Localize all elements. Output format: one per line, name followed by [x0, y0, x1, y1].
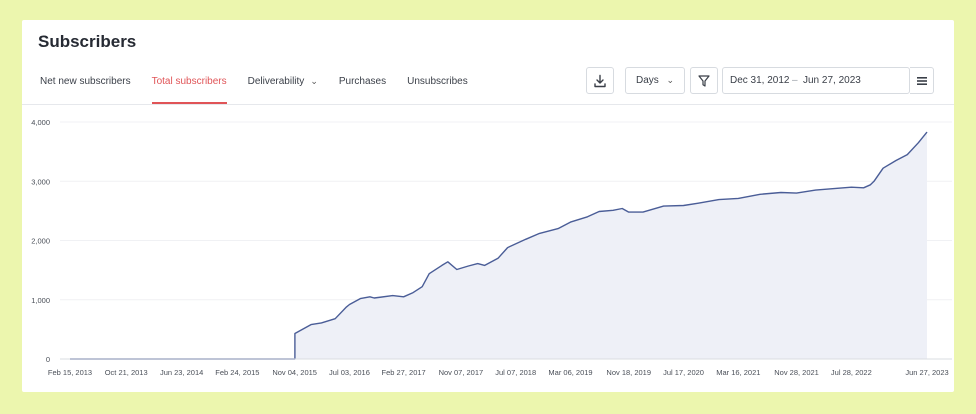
download-button[interactable]	[586, 67, 614, 94]
tab-unsubscribes[interactable]: Unsubscribes	[407, 76, 468, 87]
x-tick-label: Nov 04, 2015	[272, 368, 317, 377]
y-tick-label: 4,000	[31, 118, 50, 127]
tab-label: Purchases	[338, 76, 387, 87]
y-tick-label: 2,000	[31, 237, 50, 246]
tab-label: Total subscribers	[151, 76, 227, 87]
tab-purchases[interactable]: Purchases	[339, 76, 386, 87]
series-line	[70, 131, 928, 360]
chevron-down-icon: ⌄	[310, 76, 318, 86]
filter-button[interactable]	[690, 67, 718, 94]
x-tick-label: Jun 27, 2023	[905, 368, 948, 377]
x-tick-label: Mar 16, 2021	[716, 368, 760, 377]
date-range-separator: –	[792, 75, 798, 86]
x-tick-label: Jul 17, 2020	[663, 368, 704, 377]
tab-label: Net new subscribers	[40, 76, 131, 87]
x-tick-label: Feb 27, 2017	[382, 368, 426, 377]
page-title: Subscribers	[38, 32, 137, 51]
interval-select[interactable]: Days ⌄	[625, 67, 685, 94]
download-icon	[594, 74, 606, 87]
x-tick-label: Nov 18, 2019	[606, 368, 651, 377]
filter-icon	[698, 74, 710, 87]
chevron-down-icon: ⌄	[666, 75, 674, 85]
y-tick-label: 1,000	[31, 296, 50, 305]
tab-label: Deliverability	[247, 76, 305, 87]
x-tick-label: Oct 21, 2013	[105, 368, 148, 377]
x-tick-label: Mar 06, 2019	[548, 368, 592, 377]
metric-tabs: Net new subscribers Total subscribers De…	[40, 76, 489, 104]
x-tick-label: Nov 07, 2017	[439, 368, 484, 377]
subscribers-panel: Subscribers Net new subscribers Total su…	[22, 20, 954, 392]
x-tick-label: Nov 28, 2021	[774, 368, 819, 377]
total-subscribers-chart: 0 1,000 2,000 3,000 4,000 Feb 15, 2013 Oct 21,…	[31, 118, 952, 377]
y-tick-label: 0	[46, 355, 50, 364]
x-tick-label: Feb 24, 2015	[215, 368, 259, 377]
tab-net-new-subscribers[interactable]: Net new subscribers	[40, 76, 131, 87]
hamburger-menu-icon	[916, 76, 927, 85]
chart-menu-button[interactable]	[910, 67, 934, 94]
tab-label: Unsubscribes	[407, 76, 468, 87]
tab-total-subscribers[interactable]: Total subscribers	[151, 76, 227, 104]
header-divider	[22, 104, 954, 105]
date-range-end: Jun 27, 2023	[803, 75, 861, 86]
x-tick-label: Feb 15, 2013	[48, 368, 92, 377]
x-tick-label: Jul 07, 2018	[495, 368, 536, 377]
date-range-start: Dec 31, 2012	[730, 75, 790, 86]
x-tick-label: Jun 23, 2014	[160, 368, 203, 377]
tab-deliverability[interactable]: Deliverability ⌄	[248, 76, 318, 87]
y-tick-label: 3,000	[31, 177, 50, 186]
date-range-picker[interactable]: Dec 31, 2012 – Jun 27, 2023	[722, 67, 910, 94]
interval-value: Days	[636, 75, 659, 86]
series-area	[70, 132, 927, 359]
x-tick-label: Jul 03, 2016	[329, 368, 370, 377]
x-tick-label: Jul 28, 2022	[831, 368, 872, 377]
